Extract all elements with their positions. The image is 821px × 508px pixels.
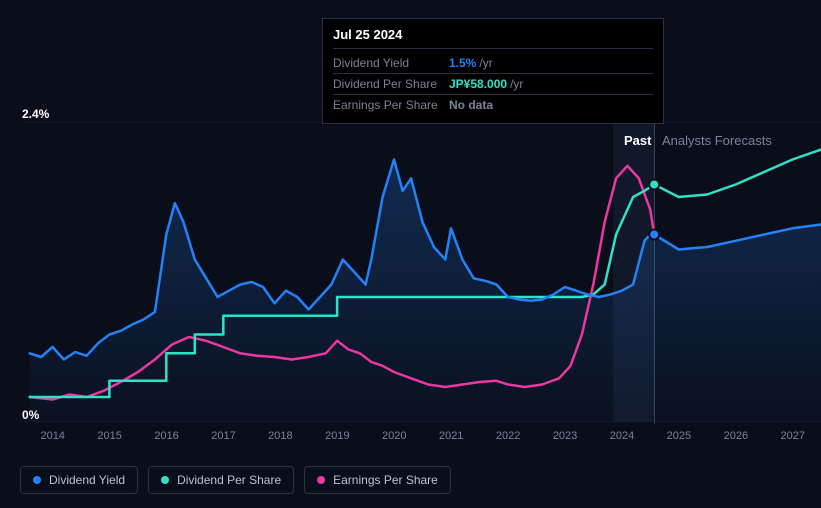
x-axis-year-label: 2014: [40, 430, 64, 442]
legend-item-dividend-per-share[interactable]: Dividend Per Share: [148, 466, 294, 494]
chart-container: Jul 25 2024 Dividend Yield1.5%/yrDividen…: [0, 0, 821, 508]
tooltip-date: Jul 25 2024: [333, 27, 653, 49]
x-axis-year-label: 2016: [154, 430, 178, 442]
legend-label: Dividend Per Share: [177, 473, 281, 487]
legend-label: Dividend Yield: [49, 473, 125, 487]
x-axis-year-label: 2022: [496, 430, 520, 442]
legend-dot-icon: [33, 476, 41, 484]
tooltip-row-unit: /yr: [510, 77, 523, 91]
tooltip-row-unit: /yr: [479, 56, 492, 70]
tooltip-row: Earnings Per ShareNo data: [333, 95, 653, 115]
legend: Dividend Yield Dividend Per Share Earnings…: [20, 466, 451, 494]
dividend-yield-marker: [649, 230, 659, 240]
x-axis-year-label: 2025: [667, 430, 691, 442]
tooltip-row-label: Dividend Per Share: [333, 77, 449, 91]
x-axis-year-label: 2019: [325, 430, 349, 442]
tooltip-row: Dividend Yield1.5%/yr: [333, 53, 653, 74]
tooltip-row-value: JP¥58.000: [449, 77, 507, 91]
tooltip-row-value: No data: [449, 98, 493, 112]
legend-dot-icon: [161, 476, 169, 484]
x-axis-year-label: 2020: [382, 430, 406, 442]
tooltip-row: Dividend Per ShareJP¥58.000/yr: [333, 74, 653, 95]
x-axis-year-label: 2027: [781, 430, 805, 442]
tooltip-row-label: Dividend Yield: [333, 56, 449, 70]
y-axis-max-label: 2.4%: [22, 107, 49, 121]
x-axis-year-label: 2018: [268, 430, 292, 442]
dividend-per-share-marker: [649, 180, 659, 190]
legend-item-dividend-yield[interactable]: Dividend Yield: [20, 466, 138, 494]
x-axis-year-label: 2023: [553, 430, 577, 442]
x-axis-year-label: 2017: [211, 430, 235, 442]
x-axis-year-label: 2024: [610, 430, 634, 442]
legend-label: Earnings Per Share: [333, 473, 438, 487]
x-axis-year-label: 2021: [439, 430, 463, 442]
legend-item-earnings-per-share[interactable]: Earnings Per Share: [304, 466, 451, 494]
x-axis-year-label: 2026: [724, 430, 748, 442]
hover-tooltip: Jul 25 2024 Dividend Yield1.5%/yrDividen…: [322, 18, 664, 124]
legend-dot-icon: [317, 476, 325, 484]
tooltip-row-value: 1.5%: [449, 56, 476, 70]
plot-svg[interactable]: [24, 122, 821, 422]
x-axis-year-label: 2015: [97, 430, 121, 442]
tooltip-row-label: Earnings Per Share: [333, 98, 449, 112]
